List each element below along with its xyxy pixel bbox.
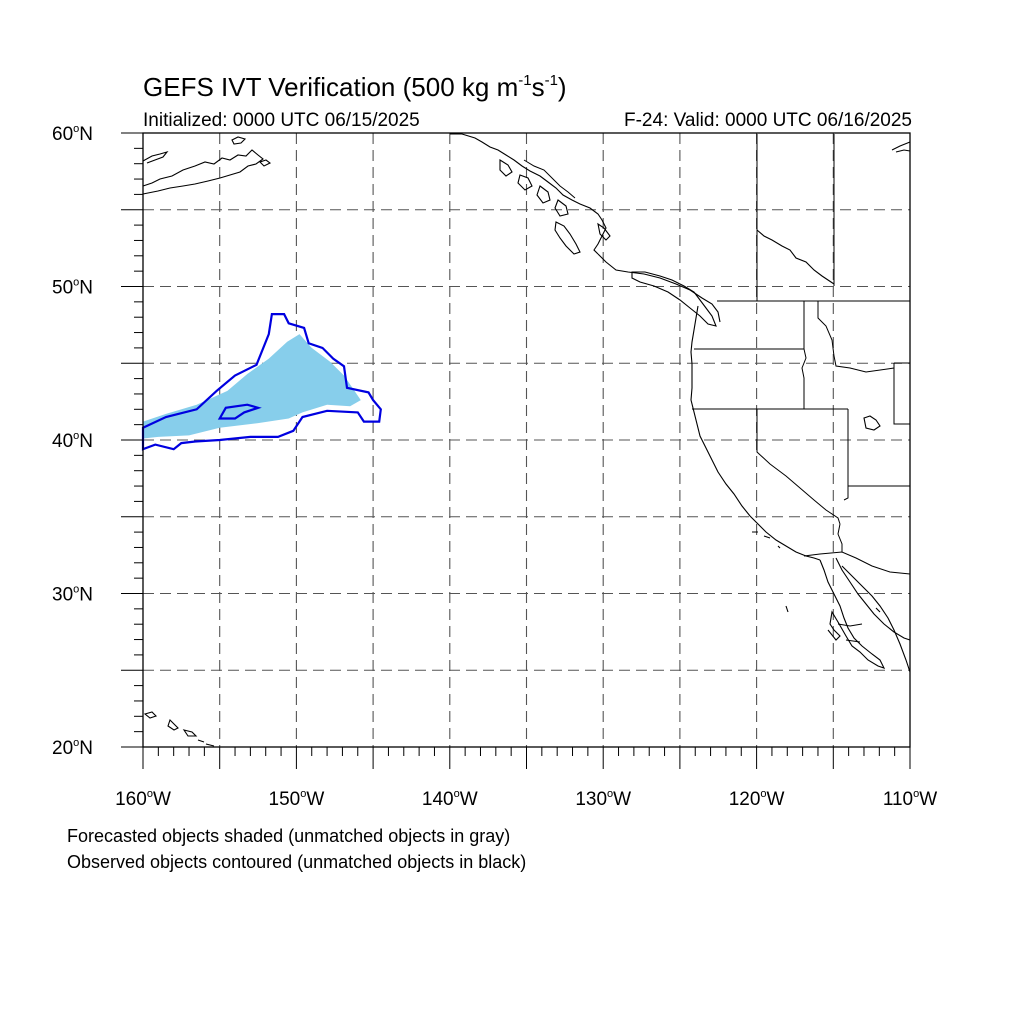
lon-label-110: 110oW <box>883 788 937 810</box>
border-us-mexico <box>803 551 911 575</box>
initialized-time: Initialized: 0000 UTC 06/15/2025 <box>143 110 420 131</box>
title-main: GEFS IVT Verification (500 kg m <box>143 72 519 102</box>
border-california-nevada <box>756 409 841 525</box>
coast-bc-islands <box>597 222 717 327</box>
border-washington-oregon <box>694 348 807 409</box>
graticule <box>143 133 910 747</box>
ivt-objects <box>141 313 382 451</box>
coast-channel-islands <box>752 531 789 613</box>
lon-label-140: 140oW <box>422 788 478 810</box>
observed-ivt-contour-inner <box>217 403 262 420</box>
caption-forecast: Forecasted objects shaded (unmatched obj… <box>67 826 511 846</box>
forecast-ivt-object <box>143 334 361 439</box>
observed-ivt-contour <box>141 313 382 451</box>
border-wyoming <box>893 362 910 425</box>
coast-hawaii <box>143 711 215 747</box>
coast-west-us <box>690 305 821 561</box>
title-exp2: -1 <box>544 72 558 89</box>
coast-alaska-peninsula <box>142 149 264 195</box>
map-title: GEFS IVT Verification (500 kg m-1s-1) <box>143 72 567 103</box>
coast-great-salt-lake <box>863 415 881 431</box>
lon-label-160: 160oW <box>115 788 171 810</box>
lat-label-60: 60oN <box>52 123 93 145</box>
coast-baja <box>819 559 886 669</box>
lon-label-150: 150oW <box>269 788 325 810</box>
title-end: ) <box>557 72 567 102</box>
lat-label-20: 20oN <box>52 737 93 759</box>
border-alaska-canada <box>523 159 576 199</box>
coast-gulf-california <box>835 557 911 641</box>
border-nevada-utah <box>843 409 849 501</box>
title-exp1: -1 <box>518 72 532 89</box>
border-idaho <box>803 301 895 373</box>
coast-alaska-islands <box>142 136 272 167</box>
lon-label-120: 120oW <box>729 788 785 810</box>
border-canada-provinces <box>756 134 835 301</box>
border-arizona-california <box>837 523 843 552</box>
caption-observed: Observed objects contoured (unmatched ob… <box>67 852 527 872</box>
coast-bc <box>597 253 721 323</box>
lat-label-30: 30oN <box>52 584 93 606</box>
lat-label-50: 50oN <box>52 277 93 299</box>
coast-alaska-panhandle-islands <box>499 159 581 255</box>
axes-frame: 60oN 50oN 40oN 30oN 20oN 160oW 150oW 140oW 130oW… <box>52 123 937 810</box>
coast-baja-lower <box>837 607 881 643</box>
coast-canadian-lakes <box>756 229 835 285</box>
coast-mainland-mexico <box>841 565 911 673</box>
political-borders <box>523 134 911 575</box>
coastlines <box>142 133 911 747</box>
coast-hudson-bay-corner <box>891 141 911 153</box>
lat-label-40: 40oN <box>52 430 93 452</box>
lon-label-130: 130oW <box>575 788 631 810</box>
valid-time: F-24: Valid: 0000 UTC 06/16/2025 <box>624 110 912 131</box>
title-mid: s <box>531 72 545 102</box>
coast-alaska-gulf <box>450 133 607 255</box>
